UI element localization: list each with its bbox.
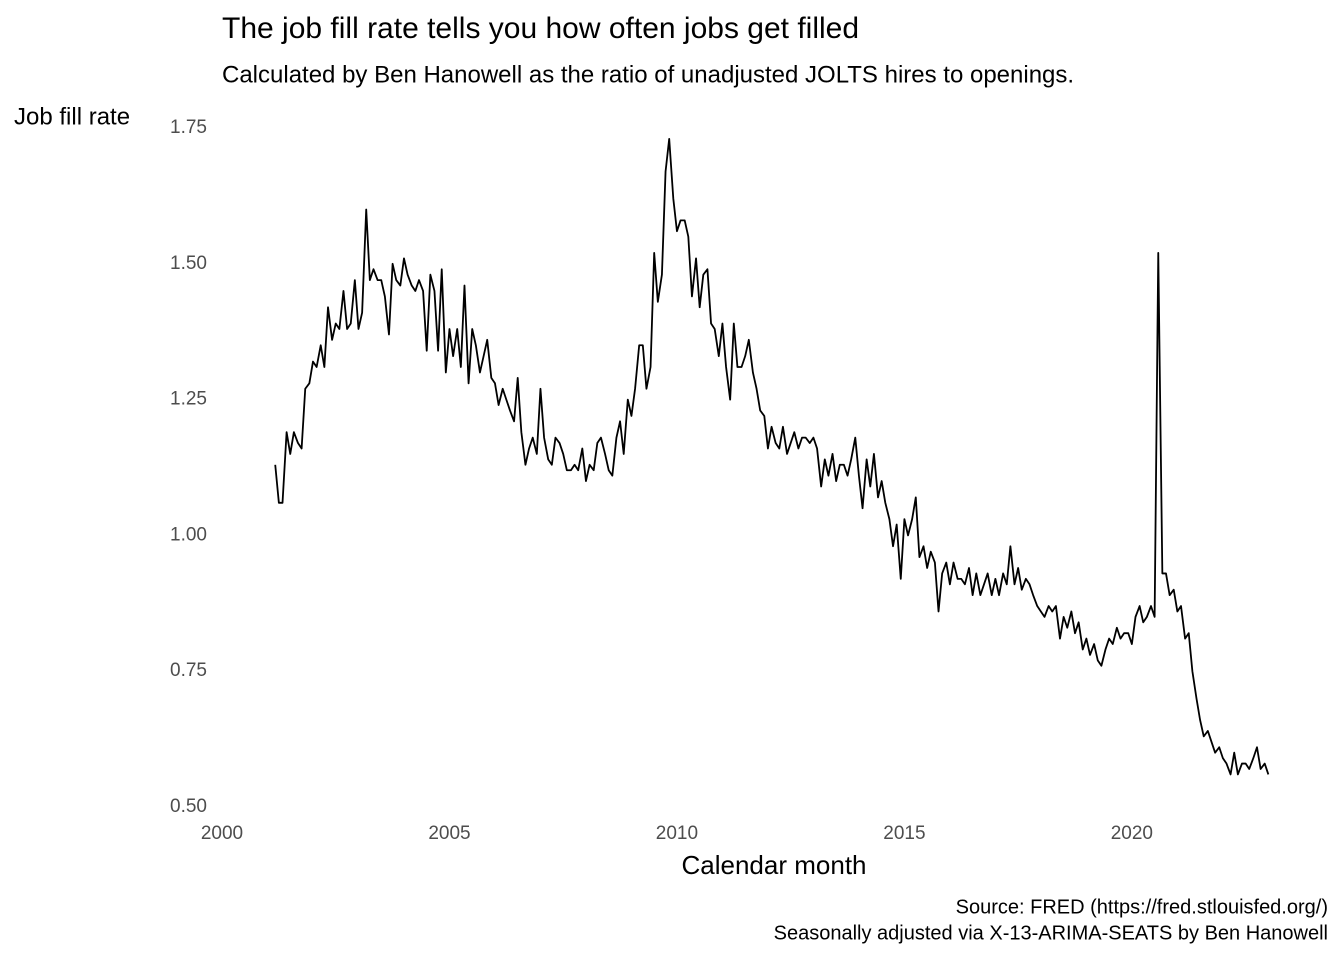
chart-title: The job fill rate tells you how often jo…: [222, 12, 859, 45]
x-tick-label: 2005: [428, 823, 470, 844]
y-tick-label: 1.50: [170, 253, 207, 274]
y-axis-title: Job fill rate: [14, 103, 130, 130]
y-tick-label: 1.25: [170, 389, 207, 410]
chart-subtitle: Calculated by Ben Hanowell as the ratio …: [222, 61, 1074, 88]
x-tick-label: 2020: [1111, 823, 1153, 844]
x-tick-label: 2015: [883, 823, 925, 844]
caption: Seasonally adjusted via X-13-ARIMA-SEATS…: [774, 922, 1328, 944]
data-line: [274, 137, 1270, 776]
y-tick-label: 0.50: [170, 796, 207, 817]
y-tick-label: 0.75: [170, 660, 207, 681]
caption: Source: FRED (https://fred.stlouisfed.or…: [956, 896, 1328, 918]
y-tick-label: 1.00: [170, 524, 207, 545]
x-tick-label: 2010: [656, 823, 698, 844]
x-axis-title: Calendar month: [682, 850, 867, 880]
x-tick-label: 2000: [201, 823, 243, 844]
y-tick-label: 1.75: [170, 117, 207, 138]
